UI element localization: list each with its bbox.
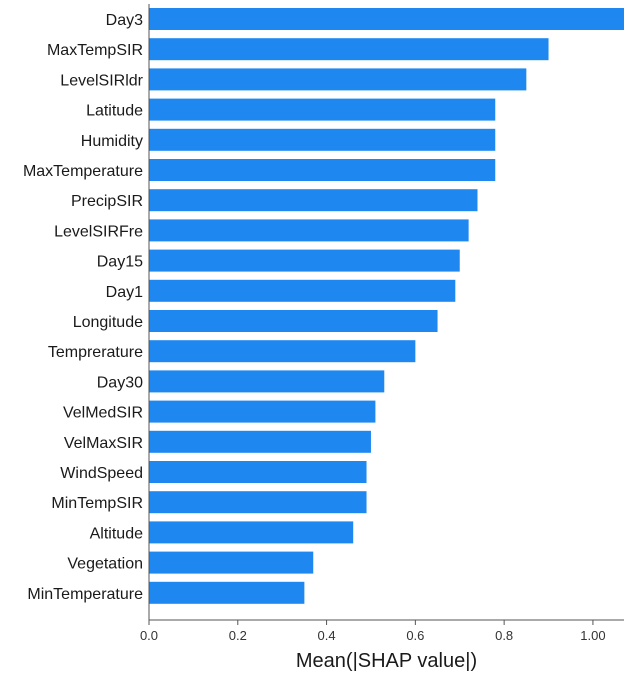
category-label: Altitude [90, 525, 143, 542]
category-label: Day1 [106, 284, 143, 301]
category-label: Day3 [106, 12, 143, 29]
x-tick-label: 0.0 [140, 628, 158, 643]
category-label: MaxTempSIR [47, 42, 143, 59]
category-label: PrecipSIR [71, 193, 143, 210]
x-tick-label: 0.4 [318, 628, 336, 643]
bar-day1 [149, 279, 456, 302]
bar-vegetation [149, 551, 314, 574]
category-label: WindSpeed [60, 465, 143, 482]
bar-maxtempsir [149, 38, 549, 61]
x-axis-title: Mean(|SHAP value|) [296, 650, 477, 672]
x-ticks-group: 0.0 0.2 0.4 0.6 0.8 1.00 [140, 620, 606, 643]
category-label: LevelSIRFre [54, 223, 143, 240]
category-label: LevelSIRldr [60, 72, 143, 89]
category-labels-group: Day3 MaxTempSIR LevelSIRldr Latitude Humidit… [23, 12, 144, 603]
x-tick-label: 0.2 [229, 628, 247, 643]
category-label: VelMaxSIR [64, 435, 143, 452]
bars-group [149, 8, 624, 604]
bar-longitude [149, 310, 438, 332]
category-label: Latitude [86, 103, 143, 120]
bar-levelsirfre [149, 219, 469, 242]
category-label: Vegetation [67, 556, 143, 573]
x-tick-label: 0.6 [406, 628, 424, 643]
category-label: MaxTemperature [23, 163, 143, 180]
bar-day15 [149, 249, 460, 272]
bar-windspeed [149, 461, 367, 483]
category-label: Day15 [97, 254, 143, 271]
bar-day3 [149, 8, 624, 30]
bar-mintempsir [149, 491, 367, 514]
bar-latitude [149, 98, 496, 121]
bar-temprerature [149, 340, 416, 363]
x-tick-label: 0.8 [495, 628, 513, 643]
category-label: VelMedSIR [63, 405, 143, 422]
bar-humidity [149, 128, 496, 151]
bar-velmedsir [149, 400, 376, 423]
bar-day30 [149, 370, 385, 393]
category-label: MinTemperature [27, 586, 143, 603]
category-label: Day30 [97, 374, 143, 391]
bar-precipsir [149, 189, 478, 212]
bar-mintemperature [149, 581, 305, 604]
category-label: Humidity [81, 133, 143, 150]
bar-maxtemperature [149, 159, 496, 181]
category-label: MinTempSIR [51, 495, 143, 512]
bar-levelsirldr [149, 68, 527, 91]
x-tick-label: 1.00 [580, 628, 605, 643]
category-label: Longitude [73, 314, 143, 331]
bar-velmaxsir [149, 430, 371, 453]
bar-altitude [149, 521, 354, 544]
category-label: Temprerature [48, 344, 143, 361]
